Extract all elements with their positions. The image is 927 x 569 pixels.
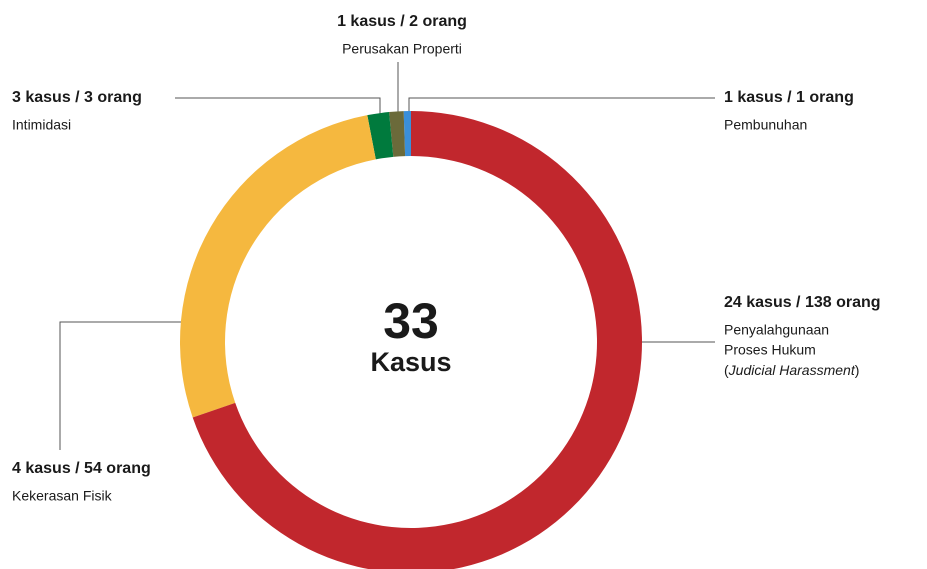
donut-segment xyxy=(180,115,376,418)
category-label: Kekerasan Fisik xyxy=(12,488,113,504)
leader-line xyxy=(59,321,205,450)
leader-line xyxy=(408,97,715,112)
category-label: Penyalahgunaan xyxy=(724,322,829,338)
category-label: (Judicial Harassment) xyxy=(724,362,859,378)
value-label: 4 kasus / 54 orang xyxy=(12,460,151,477)
center-value: 33 xyxy=(383,293,439,349)
category-label: Perusakan Properti xyxy=(342,41,462,57)
value-label: 3 kasus / 3 orang xyxy=(12,89,142,106)
donut-segment xyxy=(389,111,406,157)
category-label: Intimidasi xyxy=(12,117,71,133)
donut-segment xyxy=(403,111,411,157)
category-label: Pembunuhan xyxy=(724,117,807,133)
value-label: 24 kasus / 138 orang xyxy=(724,294,881,311)
value-label: 1 kasus / 2 orang xyxy=(337,13,467,30)
value-label: 1 kasus / 1 orang xyxy=(724,89,854,106)
center-label: Kasus xyxy=(370,347,451,377)
leader-line xyxy=(175,97,381,116)
donut-segment xyxy=(367,112,394,160)
category-label: Proses Hukum xyxy=(724,342,816,358)
